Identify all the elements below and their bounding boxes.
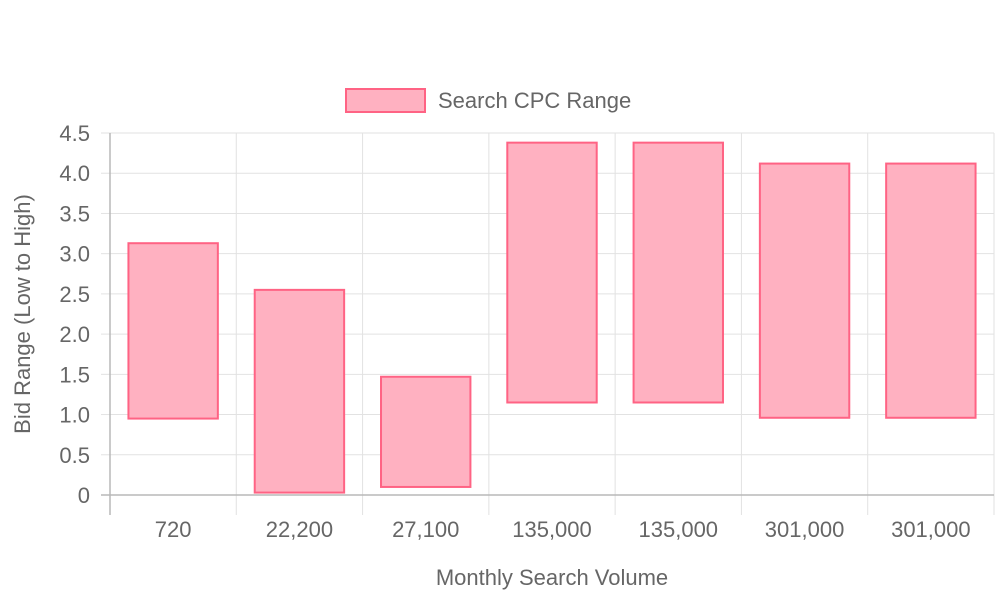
- x-axis-ticks: 720 22,200 27,100 135,000 135,000 301,000 301,…: [155, 517, 971, 542]
- legend[interactable]: Search CPC Range: [345, 88, 631, 113]
- range-bar[interactable]: [380, 375, 472, 488]
- x-tick-label: 135,000: [639, 517, 719, 542]
- y-tick-label: 0: [78, 483, 90, 508]
- y-tick-label: 2.0: [59, 322, 90, 347]
- y-tick-label: 1.0: [59, 403, 90, 428]
- y-tick-label: 3.5: [59, 201, 90, 226]
- x-axis-title: Monthly Search Volume: [436, 565, 668, 590]
- y-axis-title: Bid Range (Low to High): [10, 194, 35, 434]
- x-tick-label: 27,100: [392, 517, 459, 542]
- x-tick-label: 135,000: [512, 517, 592, 542]
- range-bar[interactable]: [506, 141, 598, 404]
- y-tick-label: 1.5: [59, 362, 90, 387]
- y-tick-label: 4.0: [59, 161, 90, 186]
- y-axis-ticks: 0 0.5 1.0 1.5 2.0 2.5 3.0 3.5 4.0 4.5: [59, 121, 110, 508]
- legend-label: Search CPC Range: [438, 88, 631, 113]
- range-bar[interactable]: [632, 141, 724, 404]
- range-bar[interactable]: [253, 288, 346, 494]
- x-tick-label: 22,200: [266, 517, 333, 542]
- x-tick-label: 720: [155, 517, 192, 542]
- bars: [127, 141, 977, 494]
- range-bar[interactable]: [885, 162, 977, 419]
- axes: [101, 133, 994, 515]
- y-tick-label: 4.5: [59, 121, 90, 146]
- range-bar[interactable]: [127, 242, 219, 420]
- x-tick-label: 301,000: [891, 517, 971, 542]
- y-tick-label: 3.0: [59, 242, 90, 267]
- y-tick-label: 2.5: [59, 282, 90, 307]
- legend-swatch: [345, 88, 426, 113]
- range-bar[interactable]: [758, 162, 851, 419]
- y-tick-label: 0.5: [59, 443, 90, 468]
- x-tick-label: 301,000: [765, 517, 845, 542]
